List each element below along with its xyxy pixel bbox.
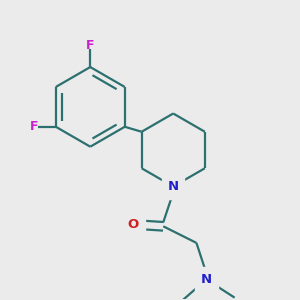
Text: F: F: [30, 120, 38, 133]
Text: O: O: [128, 218, 139, 231]
Text: N: N: [201, 273, 212, 286]
Text: F: F: [86, 39, 94, 52]
Text: N: N: [168, 180, 179, 193]
